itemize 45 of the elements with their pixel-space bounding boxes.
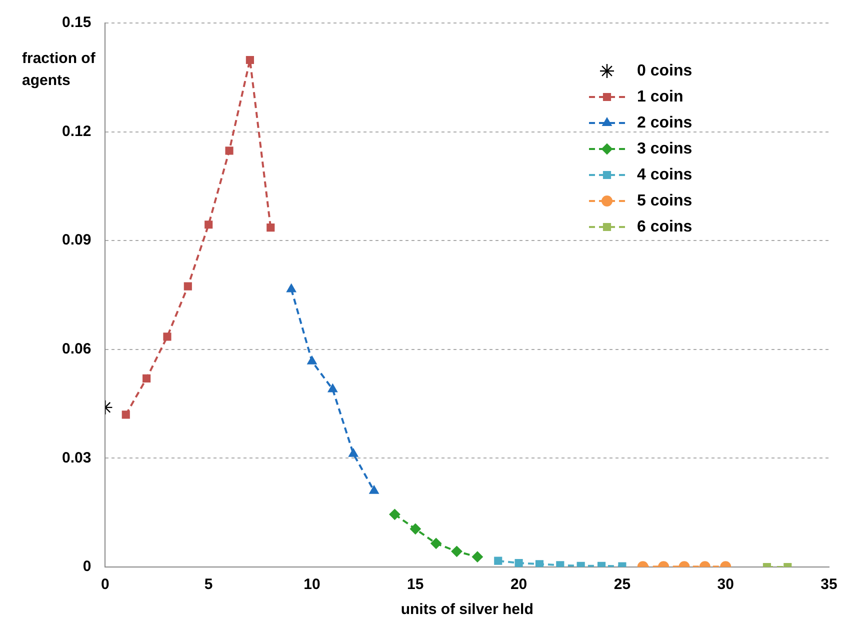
point [122,410,130,419]
point [430,538,442,549]
x-tick-label: 30 [717,576,734,594]
legend-label: 0 coins [637,62,692,80]
x-tick-label: 5 [204,576,213,594]
x-tick-label: 10 [304,576,320,594]
point [451,546,462,557]
point [389,508,400,520]
legend-label: 4 coins [637,166,692,184]
y-tick-label: 0.06 [62,340,92,358]
y-tick-label: 0.03 [62,449,92,466]
point [556,561,564,567]
point [514,558,523,567]
x-tick-label: 25 [614,576,631,594]
y-tick-label: 0 [82,558,92,576]
x-axis-title: units of silver held [400,601,534,618]
point [328,384,338,392]
legend-label: 5 coins [637,192,692,210]
point [163,332,172,341]
point [369,485,379,494]
x-tick-label: 35 [820,576,838,594]
legend-label: 6 coins [637,218,692,236]
legend-label: 3 coins [637,140,692,158]
y-tick-label: 0.15 [62,14,92,32]
point [184,282,192,290]
x-tick-label: 20 [510,576,528,594]
point [494,556,502,565]
point [286,284,296,292]
legend-label: 1 coin [637,88,684,106]
point [225,146,234,155]
point [142,374,151,382]
point [472,551,483,562]
y-axis-title: fraction of agents [22,49,96,91]
point [307,356,317,364]
y-tick-label: 0.12 [62,122,92,140]
point [204,220,213,229]
point [410,523,421,534]
point [246,56,254,64]
x-tick-label: 0 [101,576,110,594]
y-tick-label: 0.09 [62,232,92,249]
legend-label: 2 coins [637,114,692,132]
point [535,560,544,567]
point [348,448,358,457]
point [266,224,275,232]
x-tick-label: 15 [407,576,424,594]
